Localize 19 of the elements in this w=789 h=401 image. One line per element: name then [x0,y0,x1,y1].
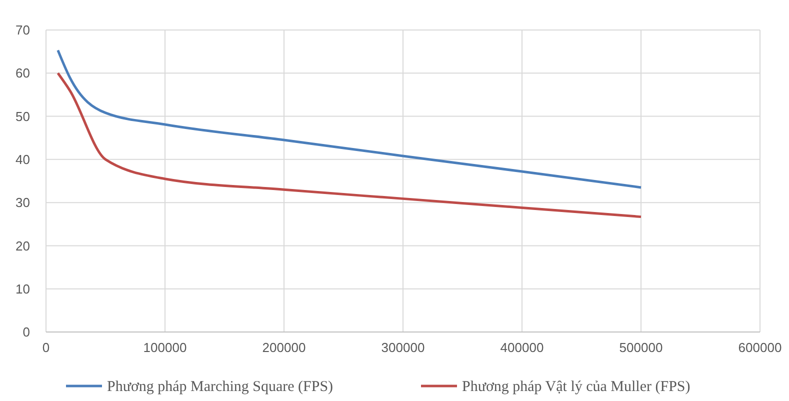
line-series [56,72,642,218]
x-tick-label: 400000 [500,340,544,355]
x-tick-label: 100000 [143,340,187,355]
y-tick-label: 70 [16,22,30,38]
legend-label: Phương pháp Marching Square (FPS) [107,379,334,395]
y-tick-label: 30 [16,195,30,210]
x-tick-label: 0 [42,340,50,355]
x-tick-label: 300000 [381,340,425,355]
x-tick-label: 600000 [738,340,782,355]
line-series [56,49,642,189]
y-tick-label: 40 [16,152,30,167]
x-tick-label: 500000 [619,340,663,355]
y-tick-label: 20 [16,238,30,254]
y-tick-label: 10 [16,281,30,296]
y-tick-label: 60 [16,66,30,81]
x-tick-label: 200000 [262,340,306,355]
y-tick-label: 0 [22,324,30,340]
legend-label: Phương pháp Vật lý của Muller (FPS) [462,379,690,395]
y-tick-label: 50 [16,108,30,124]
